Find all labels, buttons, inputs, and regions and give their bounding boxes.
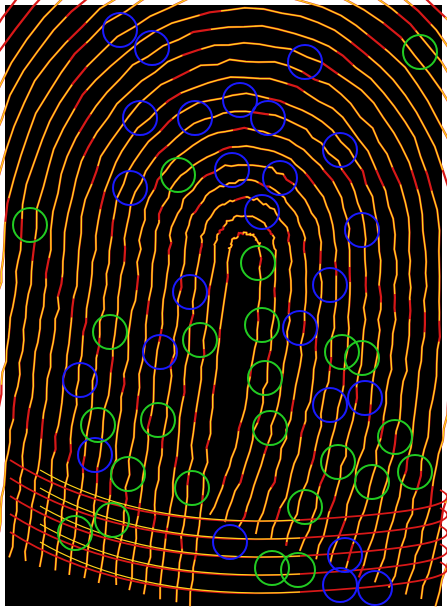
minutia-blue	[344, 212, 380, 248]
minutia-green	[324, 334, 360, 370]
minutia-blue	[122, 100, 158, 136]
minutia-blue	[134, 30, 170, 66]
minutia-blue	[244, 194, 280, 230]
minutia-blue	[347, 380, 383, 416]
minutia-blue	[262, 160, 298, 196]
minutia-blue	[357, 570, 393, 606]
minutia-blue	[327, 537, 363, 573]
minutia-blue	[62, 362, 98, 398]
minutiae	[12, 12, 438, 606]
ridge-yellow	[83, 110, 367, 579]
ridge-yellow	[97, 127, 351, 584]
minutia-green	[254, 550, 290, 586]
minutia-blue	[312, 267, 348, 303]
minutia-blue	[214, 152, 250, 188]
ridge-yellow	[175, 215, 277, 603]
ridge-yellow	[39, 541, 301, 594]
minutia-blue	[322, 567, 358, 603]
minutia-green	[377, 419, 413, 455]
minutia-green	[402, 34, 438, 70]
minutia-blue	[250, 100, 286, 136]
minutia-blue	[222, 82, 258, 118]
minutia-blue	[77, 437, 113, 473]
ridge-yellow	[0, 7, 447, 595]
minutia-blue	[312, 387, 348, 423]
minutia-blue	[287, 44, 323, 80]
minutia-blue	[112, 170, 148, 206]
ridge-yellow	[39, 487, 301, 540]
minutia-green	[287, 489, 323, 525]
minutia-green	[182, 322, 218, 358]
minutia-green	[240, 245, 276, 281]
minutia-green	[320, 444, 356, 480]
ridge-yellow	[115, 145, 338, 586]
minutia-blue	[102, 12, 138, 48]
ridge-yellow	[8, 25, 441, 588]
minutia-blue	[142, 334, 178, 370]
minutia-green	[244, 307, 280, 343]
ridge-yellow	[54, 76, 398, 571]
ridge-yellow	[39, 469, 301, 522]
minutia-green	[252, 410, 288, 446]
minutia-blue	[212, 524, 248, 560]
minutia-green	[280, 552, 316, 588]
minutia-green	[92, 314, 128, 350]
minutia-green	[344, 340, 380, 376]
minutia-green	[110, 456, 146, 492]
minutia-green	[140, 402, 176, 438]
minutia-blue	[282, 310, 318, 346]
minutia-green	[354, 464, 390, 500]
ridge-yellow	[24, 42, 428, 583]
minutia-green	[397, 454, 433, 490]
minutia-green	[57, 515, 93, 551]
ridge-yellow	[128, 164, 323, 591]
minutia-blue	[322, 132, 358, 168]
minutia-blue	[177, 100, 213, 136]
ridge-yellow	[159, 196, 293, 600]
minutia-green	[80, 407, 116, 443]
minutia-green	[160, 157, 196, 193]
minutia-green	[12, 207, 48, 243]
ridge-yellow	[39, 58, 412, 578]
minutia-blue	[172, 274, 208, 310]
minutia-green	[247, 360, 283, 396]
minutia-green	[94, 502, 130, 538]
ridge-yellow	[39, 523, 301, 576]
minutia-green	[174, 470, 210, 506]
